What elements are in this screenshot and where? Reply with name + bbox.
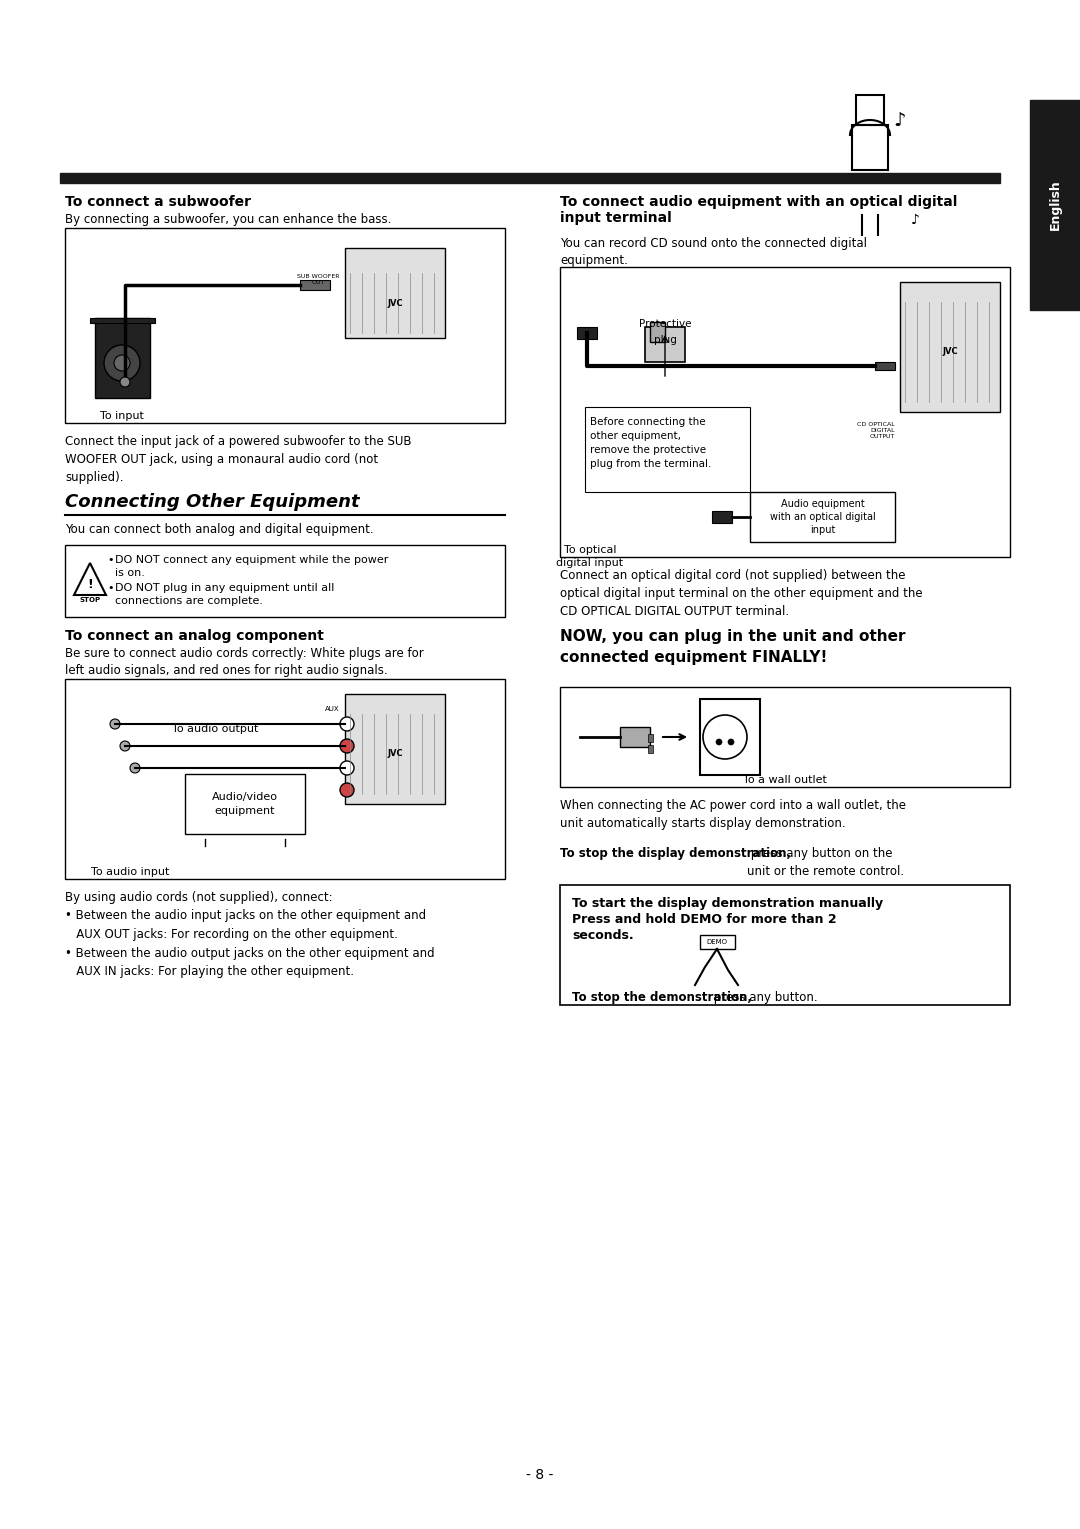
Bar <box>875 362 895 370</box>
Text: Connect an optical digital cord (not supplied) between the
optical digital input: Connect an optical digital cord (not sup… <box>561 569 922 618</box>
Text: !: ! <box>87 578 93 592</box>
Text: To a wall outlet: To a wall outlet <box>743 775 827 784</box>
Text: To connect audio equipment with an optical digital
input terminal: To connect audio equipment with an optic… <box>561 196 957 225</box>
Text: To input: To input <box>100 411 144 420</box>
Bar <box>90 318 156 323</box>
Text: •: • <box>107 583 113 593</box>
Text: plug: plug <box>653 335 676 346</box>
Text: NOW, you can plug in the unit and other
connected equipment FINALLY!: NOW, you can plug in the unit and other … <box>561 628 905 665</box>
Circle shape <box>340 717 354 731</box>
Bar <box>700 699 760 775</box>
Circle shape <box>120 742 130 751</box>
Circle shape <box>340 783 354 797</box>
Text: When connecting the AC power cord into a wall outlet, the
unit automatically sta: When connecting the AC power cord into a… <box>561 800 906 830</box>
Bar <box>561 268 1010 557</box>
Bar <box>300 280 330 291</box>
Text: ♪: ♪ <box>894 110 906 130</box>
Bar <box>561 687 1010 787</box>
Text: Press and hold DEMO for more than 2: Press and hold DEMO for more than 2 <box>572 913 837 927</box>
Circle shape <box>716 739 723 745</box>
Text: press any button.: press any button. <box>710 991 818 1005</box>
Text: To stop the display demonstration,: To stop the display demonstration, <box>561 847 792 859</box>
Text: AUX: AUX <box>325 706 340 713</box>
Text: JVC: JVC <box>388 749 403 758</box>
Bar <box>700 936 735 950</box>
Circle shape <box>114 355 130 372</box>
Text: JVC: JVC <box>942 347 958 356</box>
Bar <box>620 726 650 748</box>
Bar <box>185 774 305 833</box>
Text: By using audio cords (not supplied), connect:
• Between the audio input jacks on: By using audio cords (not supplied), con… <box>65 891 434 979</box>
Bar <box>852 125 888 170</box>
Bar <box>750 492 895 541</box>
Bar <box>645 327 685 362</box>
Text: press any button on the
unit or the remote control.: press any button on the unit or the remo… <box>747 847 904 878</box>
Bar <box>712 511 732 523</box>
Text: seconds.: seconds. <box>572 930 634 942</box>
Text: To stop the demonstration,: To stop the demonstration, <box>572 991 752 1005</box>
Bar <box>65 228 505 424</box>
Text: JVC: JVC <box>388 298 403 307</box>
Bar <box>577 327 597 339</box>
Text: By connecting a subwoofer, you can enhance the bass.: By connecting a subwoofer, you can enhan… <box>65 213 391 226</box>
Text: DO NOT plug in any equipment until all
connections are complete.: DO NOT plug in any equipment until all c… <box>114 583 335 605</box>
Text: To optical
digital input: To optical digital input <box>556 544 623 569</box>
Text: •: • <box>107 555 113 566</box>
Bar <box>900 281 1000 411</box>
Bar <box>648 734 653 742</box>
Text: SUB WOOFER
OUT: SUB WOOFER OUT <box>297 274 339 286</box>
Text: To connect an analog component: To connect an analog component <box>65 628 324 644</box>
Bar <box>856 95 885 125</box>
Text: Audio/video
equipment: Audio/video equipment <box>212 792 278 815</box>
Circle shape <box>728 739 734 745</box>
Text: - 8 -: - 8 - <box>526 1468 554 1482</box>
Text: DEMO: DEMO <box>706 939 728 945</box>
Bar <box>65 544 505 618</box>
Text: To connect a subwoofer: To connect a subwoofer <box>65 196 251 209</box>
Bar <box>345 248 445 338</box>
Text: You can connect both analog and digital equipment.: You can connect both analog and digital … <box>65 523 374 537</box>
Text: You can record CD sound onto the connected digital
equipment.: You can record CD sound onto the connect… <box>561 237 867 268</box>
Circle shape <box>340 761 354 775</box>
Text: To start the display demonstration manually: To start the display demonstration manua… <box>572 898 883 910</box>
Text: Connecting Other Equipment: Connecting Other Equipment <box>65 492 360 511</box>
Text: English: English <box>1049 179 1062 231</box>
Bar <box>345 694 445 804</box>
Circle shape <box>120 378 130 387</box>
Text: To audio output: To audio output <box>172 725 258 734</box>
Bar <box>561 885 1010 1005</box>
Text: Audio equipment
with an optical digital
input: Audio equipment with an optical digital … <box>770 498 876 535</box>
Circle shape <box>104 346 140 381</box>
Text: DO NOT connect any equipment while the power
is on.: DO NOT connect any equipment while the p… <box>114 555 389 578</box>
Circle shape <box>130 763 140 774</box>
Bar <box>1030 99 1080 310</box>
Text: To audio input: To audio input <box>91 867 170 878</box>
Bar <box>60 173 1000 183</box>
Polygon shape <box>75 563 106 595</box>
Text: STOP: STOP <box>80 596 100 602</box>
Bar <box>585 407 750 492</box>
Circle shape <box>110 719 120 729</box>
Bar <box>648 745 653 752</box>
Bar <box>650 323 665 342</box>
Text: Be sure to connect audio cords correctly: White plugs are for
left audio signals: Be sure to connect audio cords correctly… <box>65 647 423 677</box>
Bar <box>65 679 505 879</box>
Text: Protective: Protective <box>638 320 691 329</box>
Text: Before connecting the
other equipment,
remove the protective
plug from the termi: Before connecting the other equipment, r… <box>590 417 712 469</box>
Text: Connect the input jack of a powered subwoofer to the SUB
WOOFER OUT jack, using : Connect the input jack of a powered subw… <box>65 434 411 485</box>
Text: CD OPTICAL
DIGITAL
OUTPUT: CD OPTICAL DIGITAL OUTPUT <box>858 422 895 439</box>
Bar <box>95 318 150 398</box>
Circle shape <box>340 739 354 752</box>
Text: ♪: ♪ <box>910 213 919 226</box>
